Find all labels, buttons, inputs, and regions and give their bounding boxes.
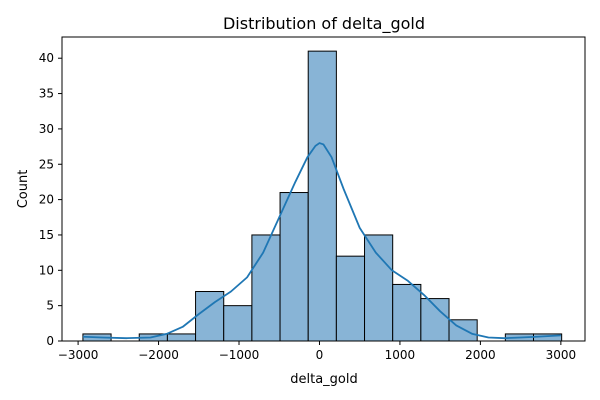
axes: −3000 −2000 −1000 0 1000 2000 3000 0 5 10 15 20 25 30… [39,36,586,362]
histogram-bar [335,255,366,342]
x-tick-label: −3000 [58,348,99,362]
y-tick-label: 5 [46,299,54,313]
x-tick-label: 2000 [465,348,496,362]
histogram-bar [364,234,394,342]
histogram-bar [166,333,197,342]
x-tick-label: −2000 [138,348,179,362]
y-tick-label: 25 [39,157,54,171]
x-tick-label: −1000 [219,348,260,362]
chart-title: Distribution of delta_gold [223,14,425,34]
y-tick-label: 30 [39,122,54,136]
kde-curve-layer [82,142,561,340]
x-tick-label: 3000 [546,348,577,362]
histogram-bar [251,234,281,342]
y-tick-label: 10 [39,263,54,277]
plot-frame [61,36,586,342]
x-tick-label: 0 [316,348,324,362]
histogram-bar [392,283,422,342]
y-tick-label: 40 [39,51,54,65]
histogram-bar [279,192,309,342]
histogram-bar [223,305,253,342]
kde-curve [82,142,561,340]
histogram-bars [82,50,563,342]
y-tick-label: 20 [39,193,54,207]
y-tick-label: 0 [46,334,54,348]
histogram-bar [307,50,337,342]
x-tick-label: 1000 [385,348,416,362]
y-tick-label: 35 [39,87,54,101]
y-axis-label: Count [16,170,31,209]
x-axis-label: delta_gold [290,372,358,387]
y-tick-label: 15 [39,228,54,242]
